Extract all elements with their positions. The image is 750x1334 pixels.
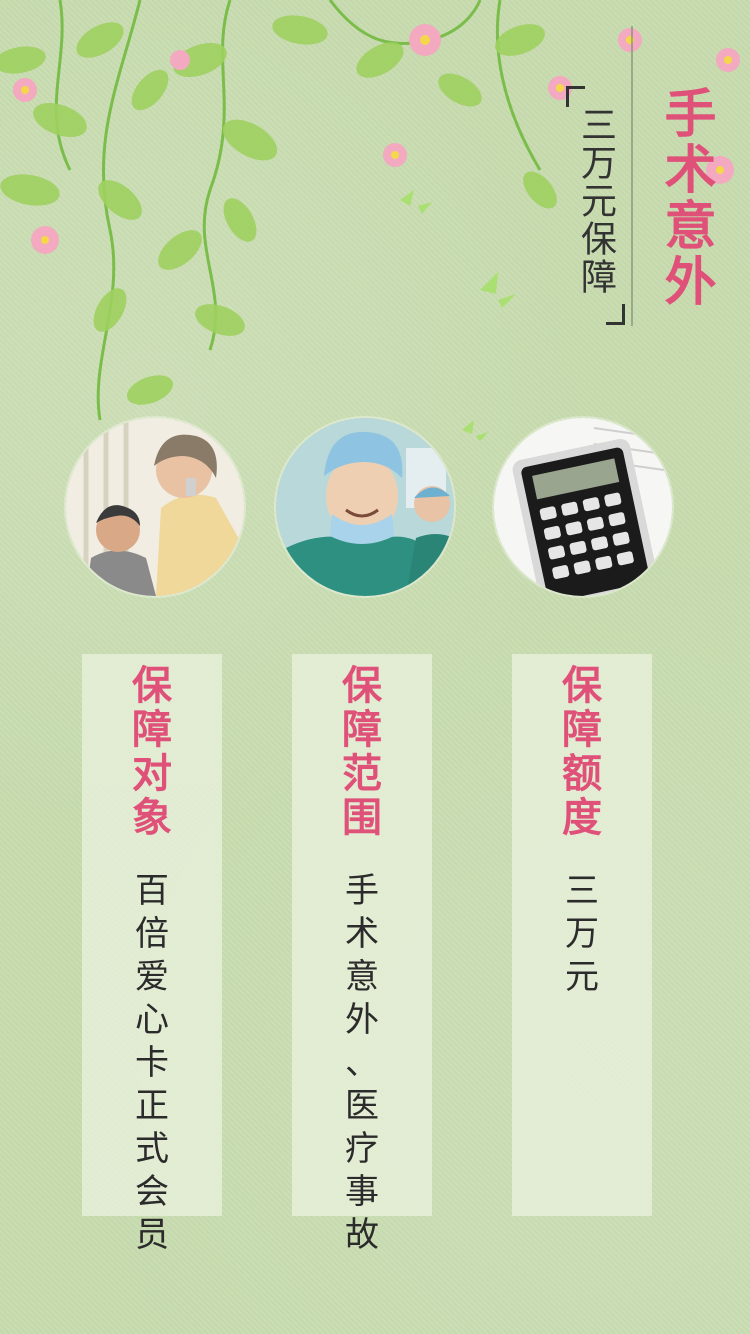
vertical-char: 外 bbox=[345, 1000, 379, 1040]
vertical-char: 万 bbox=[565, 914, 599, 954]
title-divider bbox=[631, 26, 633, 326]
vertical-char: 术 bbox=[345, 914, 379, 954]
vertical-char: 障 bbox=[132, 706, 172, 753]
vertical-char: 保 bbox=[132, 662, 172, 709]
coverage-scope-card: 保障范围 手术意外、医疗事故 bbox=[292, 654, 432, 1255]
vertical-char: 倍 bbox=[135, 914, 169, 954]
coverage-amount-card: 保障额度 三万元 bbox=[512, 654, 652, 1216]
vertical-char: 百 bbox=[135, 871, 169, 911]
card-body: 三万元 bbox=[512, 870, 652, 999]
vertical-char: 爱 bbox=[135, 957, 169, 997]
calculator-photo-icon bbox=[494, 418, 672, 596]
vertical-char: 意 bbox=[345, 957, 379, 997]
vertical-char: 保 bbox=[562, 662, 602, 709]
vertical-char: 围 bbox=[342, 794, 382, 841]
subtitle: 三万元保障 bbox=[575, 106, 616, 296]
vertical-char: 正 bbox=[135, 1086, 169, 1126]
card-body: 手术意外、医疗事故 bbox=[292, 870, 432, 1257]
vertical-char: 故 bbox=[345, 1215, 379, 1255]
card-heading: 保障额度 bbox=[512, 664, 652, 840]
card-heading: 保障对象 bbox=[82, 664, 222, 840]
vertical-char: 事 bbox=[345, 1172, 379, 1212]
coverage-target-card: 保障对象 百倍爱心卡正式会员 bbox=[82, 654, 222, 1255]
page-title: 手术意外 bbox=[655, 86, 716, 310]
surgeon-photo-icon bbox=[276, 418, 454, 596]
vertical-char: 医 bbox=[345, 1086, 379, 1126]
vertical-char: 、 bbox=[345, 1043, 379, 1083]
vertical-char: 象 bbox=[132, 794, 172, 841]
elderly-couple-photo-icon bbox=[66, 418, 244, 596]
vertical-char: 心 bbox=[135, 1000, 169, 1040]
vertical-char: 式 bbox=[135, 1129, 169, 1169]
vertical-char: 元 bbox=[565, 957, 599, 997]
vertical-char: 员 bbox=[135, 1215, 169, 1255]
vertical-char: 卡 bbox=[135, 1043, 169, 1083]
vertical-char: 范 bbox=[342, 750, 382, 797]
vertical-char: 障 bbox=[562, 706, 602, 753]
vertical-char: 会 bbox=[135, 1172, 169, 1212]
vertical-char: 度 bbox=[562, 794, 602, 841]
vertical-char: 疗 bbox=[345, 1129, 379, 1169]
card-body: 百倍爱心卡正式会员 bbox=[82, 870, 222, 1257]
vertical-char: 保 bbox=[342, 662, 382, 709]
vertical-char: 三 bbox=[565, 871, 599, 911]
vertical-char: 对 bbox=[132, 750, 172, 797]
bracket-close-icon bbox=[606, 304, 625, 325]
bracket-open-icon bbox=[566, 86, 585, 107]
vertical-char: 手 bbox=[345, 871, 379, 911]
vertical-char: 障 bbox=[342, 706, 382, 753]
vine-decoration-icon bbox=[0, 0, 740, 440]
vertical-char: 额 bbox=[562, 750, 602, 797]
card-heading: 保障范围 bbox=[292, 664, 432, 840]
